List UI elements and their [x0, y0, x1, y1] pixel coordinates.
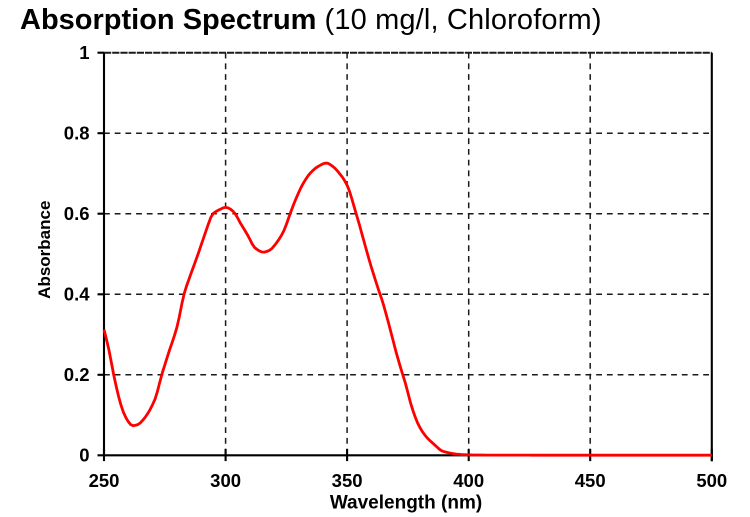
svg-text:1: 1	[79, 42, 89, 63]
svg-text:0: 0	[79, 445, 89, 466]
svg-text:0.4: 0.4	[64, 284, 90, 305]
svg-text:Absorbance: Absorbance	[35, 201, 54, 299]
svg-text:450: 450	[575, 470, 606, 491]
svg-text:350: 350	[332, 470, 363, 491]
svg-text:300: 300	[210, 470, 241, 491]
svg-text:0.2: 0.2	[64, 364, 90, 385]
svg-text:400: 400	[453, 470, 484, 491]
svg-text:250: 250	[89, 470, 120, 491]
svg-text:0.6: 0.6	[64, 203, 90, 224]
svg-text:500: 500	[696, 470, 727, 491]
svg-text:Wavelength (nm): Wavelength (nm)	[330, 493, 482, 514]
svg-text:Absorption Spectrum (10 mg/l,: Absorption Spectrum (10 mg/l, Chloroform…	[20, 4, 602, 36]
svg-text:0.8: 0.8	[64, 123, 90, 144]
